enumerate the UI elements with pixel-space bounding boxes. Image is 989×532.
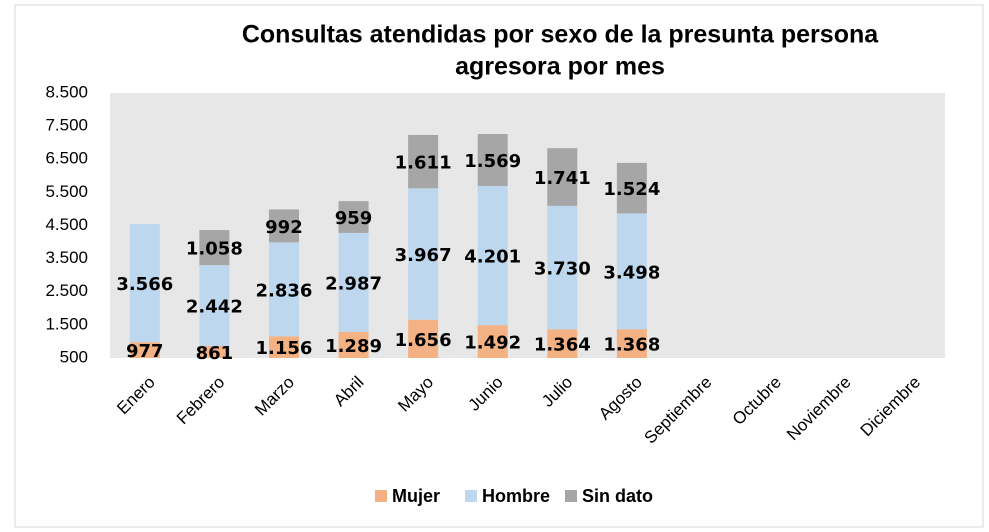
y-tick-label: 2.500 <box>45 281 88 300</box>
legend-label: Mujer <box>392 486 440 506</box>
chart-title: Consultas atendidas por sexo de la presu… <box>242 21 879 49</box>
legend-label: Hombre <box>482 486 550 506</box>
value-label: 2.836 <box>255 280 312 301</box>
bar-segment <box>547 148 578 206</box>
bar-segment <box>477 134 508 186</box>
value-label: 1.656 <box>395 330 452 351</box>
value-label: 1.611 <box>395 153 452 174</box>
value-label: 1.741 <box>534 168 591 189</box>
bar-segment <box>199 346 230 358</box>
y-tick-label: 7.500 <box>45 116 88 135</box>
value-label: 1.289 <box>325 336 382 357</box>
bar-segment <box>338 232 369 332</box>
bar-segment <box>616 329 647 358</box>
y-tick-label: 500 <box>60 347 88 366</box>
value-label: 861 <box>196 343 234 364</box>
bar-segment <box>616 162 647 214</box>
bar-segment <box>477 325 508 358</box>
value-label: 959 <box>335 208 373 229</box>
legend-swatch <box>375 490 387 502</box>
bar-segment <box>268 336 299 358</box>
plot-area <box>110 93 945 358</box>
bar-segment <box>547 205 578 330</box>
value-label: 1.524 <box>603 179 660 200</box>
y-tick-label: 8.500 <box>45 82 88 101</box>
bar-segment <box>547 329 578 358</box>
value-label: 1.368 <box>603 335 660 356</box>
bar-segment <box>199 265 230 347</box>
y-tick-label: 6.500 <box>45 149 88 168</box>
value-label: 2.987 <box>325 273 382 294</box>
bar-segment <box>616 213 647 330</box>
y-tick-label: 3.500 <box>45 248 88 267</box>
chart-title: agresora por mes <box>455 53 665 81</box>
bar-segment <box>129 224 160 343</box>
value-label: 1.569 <box>464 151 521 172</box>
value-label: 2.442 <box>186 297 243 318</box>
value-label: 1.156 <box>255 338 312 359</box>
y-tick-label: 1.500 <box>45 314 88 333</box>
value-label: 1.492 <box>464 333 521 354</box>
bar-segment <box>338 201 369 233</box>
legend-swatch <box>565 490 577 502</box>
value-label: 3.566 <box>116 274 173 295</box>
bar-segment <box>268 242 299 337</box>
value-label: 1.058 <box>186 239 243 260</box>
bar-segment <box>408 134 439 189</box>
bar-segment <box>268 209 299 243</box>
bar-segment <box>477 185 508 326</box>
value-label: 1.364 <box>534 335 591 356</box>
value-label: 3.730 <box>534 259 591 280</box>
value-label: 992 <box>265 217 303 238</box>
value-label: 3.498 <box>603 262 660 283</box>
bar-segment <box>338 331 369 358</box>
legend-label: Sin dato <box>582 486 653 506</box>
bar-segment <box>199 230 230 266</box>
bar-segment <box>408 188 439 320</box>
value-label: 3.967 <box>395 245 452 266</box>
value-label: 4.201 <box>464 247 521 268</box>
legend-swatch <box>465 490 477 502</box>
y-tick-label: 4.500 <box>45 215 88 234</box>
bar-segment <box>408 319 439 358</box>
value-label: 977 <box>126 341 164 362</box>
y-tick-label: 5.500 <box>45 182 88 201</box>
bar-segment <box>129 342 160 358</box>
